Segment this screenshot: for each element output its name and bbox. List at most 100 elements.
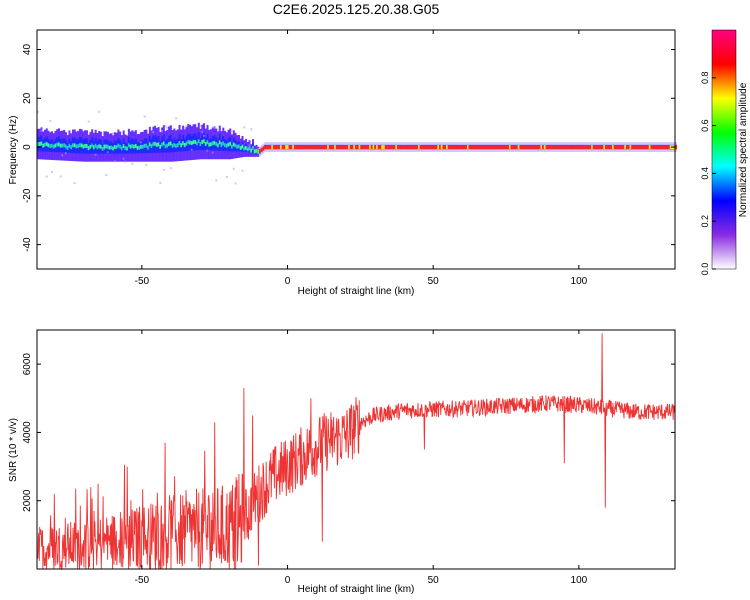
colorbar-tick-label: 0.0 [700, 263, 710, 276]
ridge-core [591, 145, 594, 150]
ridge-core [272, 145, 275, 150]
ridge-speckle [232, 167, 235, 170]
ridge-speckle [203, 134, 206, 137]
spectrogram-y-ticks: -40 -20 0 20 40 [22, 44, 675, 252]
ridge-core [353, 145, 356, 150]
ridge-core [356, 145, 359, 150]
ridge-core [414, 145, 417, 150]
ridge-core [236, 144, 239, 149]
ridge-speckle [183, 126, 186, 129]
ridge-core [472, 145, 475, 150]
ridge-core [269, 145, 272, 150]
ridge-core [38, 142, 41, 147]
ridge-core [535, 145, 538, 150]
snr-series-line [36, 333, 676, 571]
ridge-core [571, 145, 574, 150]
snr-x-tick-label: 50 [428, 575, 440, 586]
ridge-core [234, 143, 237, 148]
ridge-core [608, 145, 611, 150]
ridge-core [568, 145, 571, 150]
ridge-core [220, 143, 223, 148]
ridge-core [484, 145, 487, 150]
ridge-core [63, 143, 66, 148]
ridge-core [439, 145, 442, 150]
colorbar-gradient [712, 30, 736, 269]
ridge-core [217, 143, 220, 148]
ridge-core [140, 144, 143, 149]
ridge-speckle [157, 142, 160, 145]
ridge-core [612, 145, 615, 150]
ridge-core [334, 145, 337, 150]
ridge-core [610, 145, 613, 150]
ridge-core [190, 141, 193, 146]
ridge-core [229, 141, 232, 146]
ridge-core [154, 141, 157, 146]
ridge-core [374, 145, 377, 150]
ridge-core [479, 145, 482, 150]
ridge-speckle [248, 144, 251, 147]
ridge-core [351, 145, 354, 150]
spec-x-tick-label: 0 [285, 276, 291, 287]
snr-x-tick-label: 0 [285, 575, 291, 586]
ridge-core [40, 141, 43, 146]
ridge-core [404, 145, 407, 150]
ridge-speckle [145, 163, 148, 166]
ridge-core [470, 145, 473, 150]
ridge-core [645, 145, 648, 150]
ridge-core [491, 145, 494, 150]
ridge-core [278, 145, 281, 150]
ridge-core [657, 145, 660, 150]
spectrogram-x-ticks: -50 0 50 100 [135, 30, 588, 287]
ridge-core [442, 145, 445, 150]
ridge-core [80, 143, 83, 148]
ridge-core [582, 145, 585, 150]
ridge-core [615, 145, 618, 150]
ridge-core [176, 143, 179, 148]
ridge-speckle [73, 182, 76, 185]
ridge-core [187, 140, 190, 145]
ridge-core [487, 145, 490, 150]
spec-y-tick-label: -40 [22, 237, 33, 252]
ridge-core [613, 145, 616, 150]
ridge-speckle [50, 171, 53, 174]
ridge-core [59, 143, 62, 148]
ridge-core [348, 145, 351, 150]
ridge-core [559, 145, 562, 150]
ridge-core [337, 145, 340, 150]
ridge-core [386, 145, 389, 150]
ridge-core [168, 142, 171, 147]
ridge-speckle [234, 182, 237, 185]
ridge-core [372, 145, 375, 150]
ridge-core [264, 145, 267, 150]
ridge-core [617, 145, 620, 150]
ridge-core [241, 144, 244, 149]
ridge-speckle [49, 119, 52, 122]
ridge-core [106, 144, 109, 149]
ridge-core [138, 145, 141, 150]
ridge-core [419, 145, 422, 150]
ridge-core [323, 145, 326, 150]
ridge-core [501, 145, 504, 150]
ridge-core [211, 141, 214, 146]
ridge-core [512, 145, 515, 150]
ridge-core [647, 145, 650, 150]
ridge-core [440, 145, 443, 150]
ridge-core [250, 148, 253, 153]
ridge-core [463, 145, 466, 150]
ridge-core [194, 139, 197, 144]
ridge-core [550, 145, 553, 150]
ridge-core [606, 145, 609, 150]
ridge-core [447, 145, 450, 150]
ridge-core [584, 145, 587, 150]
ridge-core [675, 145, 677, 150]
ridge-core [393, 145, 396, 150]
ridge-core [183, 142, 186, 147]
ridge-core [526, 145, 529, 150]
ridge-core [444, 145, 447, 150]
ridge-core [299, 145, 302, 150]
ridge-core [426, 145, 429, 150]
ridge-speckle [215, 179, 218, 182]
ridge-core [267, 145, 270, 150]
ridge-core [127, 143, 130, 148]
ridge-core [458, 145, 461, 150]
